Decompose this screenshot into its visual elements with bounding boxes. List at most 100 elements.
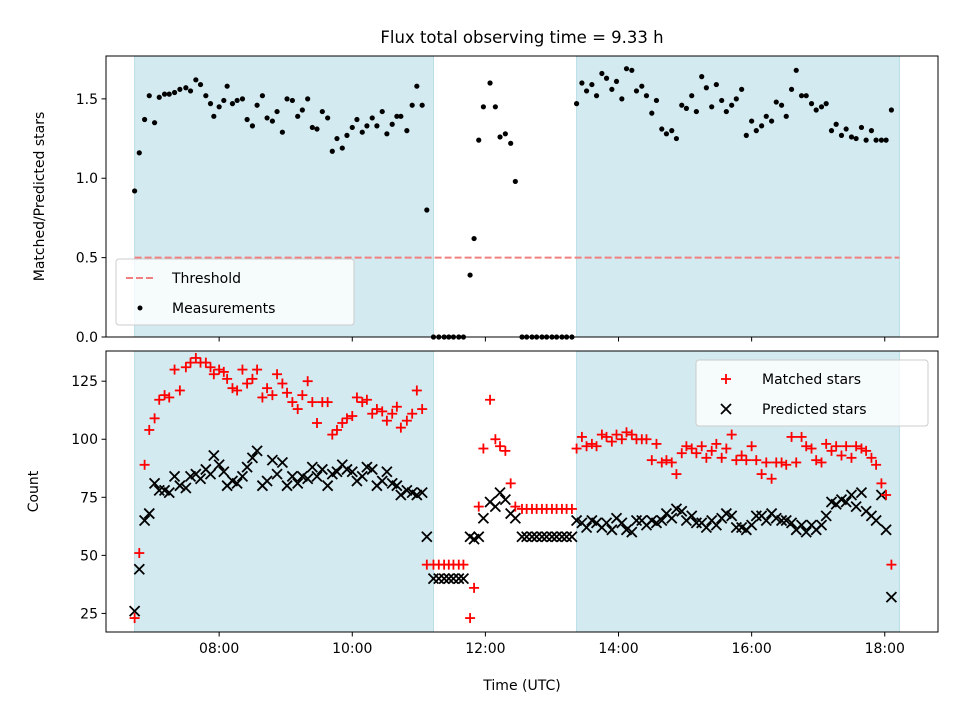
predicted-star-point	[204, 468, 217, 480]
predicted-star-point	[427, 572, 440, 585]
matched-star-point	[641, 434, 652, 445]
predicted-star-point	[241, 461, 253, 473]
measurement-point	[739, 86, 745, 92]
measurement-point	[319, 108, 325, 115]
measurement-point	[471, 235, 477, 242]
matched-star-point	[214, 364, 225, 375]
measurement-point	[171, 89, 178, 96]
bottom-panel: 08:00 10:00 12:00 14:00 16:00 18:00 25 50 75 100…	[26, 350, 939, 694]
measurement-point	[279, 129, 285, 135]
matched-star-point	[666, 457, 677, 468]
matched-star-point	[851, 441, 862, 452]
predicted-star-point	[231, 477, 243, 490]
matched-star-point	[736, 450, 747, 461]
predicted-star-point	[281, 480, 293, 492]
predicted-star-point	[276, 456, 289, 469]
bottom-y-ticks: 25 50 75 100 125	[71, 374, 106, 622]
matched-star-point	[841, 441, 852, 452]
bottom-legend-box	[695, 359, 929, 427]
predicted-star-point	[800, 526, 812, 538]
measurement-point	[394, 113, 400, 119]
matched-star-point	[816, 457, 827, 468]
measurement-point	[234, 97, 240, 104]
measurement-point	[259, 93, 266, 99]
matched-star-point	[821, 438, 832, 449]
measurement-point	[254, 102, 260, 108]
measurement-point	[497, 134, 503, 140]
measurement-point	[729, 102, 735, 108]
predicted-star-point	[546, 531, 558, 543]
measurement-point	[197, 81, 204, 88]
measurement-point	[487, 80, 493, 86]
measurement-point	[673, 135, 680, 142]
predicted-star-point	[616, 517, 628, 529]
matched-star-point	[886, 559, 897, 570]
matched-star-point	[831, 441, 842, 452]
matched-star-point	[801, 441, 812, 452]
measurement-point	[873, 137, 879, 143]
matched-star-point	[716, 452, 727, 463]
measurement-point	[221, 97, 227, 104]
matched-star-point	[277, 378, 288, 389]
measurement-point	[753, 128, 759, 134]
matched-star-point	[721, 443, 732, 454]
measurement-point	[579, 80, 585, 86]
x-tick-label: 16:00	[731, 641, 771, 657]
measurement-point	[211, 113, 217, 119]
measurement-point	[833, 121, 839, 127]
predicted-star-point	[153, 484, 165, 496]
predicted-star-point	[194, 473, 207, 485]
predicted-star-point	[750, 510, 762, 522]
matched-star-point	[164, 392, 175, 403]
measurement-point	[643, 93, 650, 99]
matched-star-point	[796, 431, 807, 442]
predicted-star-point	[246, 452, 259, 464]
measurement-point	[749, 118, 755, 124]
matched-star-point	[866, 452, 877, 463]
predicted-stars-points	[128, 445, 898, 617]
predicted-star-point	[148, 477, 161, 490]
predicted-star-point	[331, 466, 343, 478]
measurement-point	[349, 124, 355, 131]
measurement-point	[161, 91, 168, 97]
predicted-star-point	[656, 514, 668, 527]
measurement-point	[249, 123, 256, 129]
measurement-point	[239, 96, 246, 102]
measurement-point	[364, 123, 370, 129]
predicted-star-point	[536, 531, 548, 543]
measurement-point	[142, 116, 148, 123]
measurement-point	[203, 93, 209, 99]
bottom-x-ticks: 08:00 10:00 12:00 14:00 16:00 18:00	[199, 632, 905, 657]
matched-star-point	[337, 417, 348, 428]
measurement-point	[384, 131, 390, 137]
matched-star-point	[341, 413, 352, 424]
matched-stars-points	[129, 352, 897, 624]
matched-star-point	[205, 362, 216, 373]
matched-star-point	[387, 408, 398, 419]
measurement-point	[723, 108, 729, 115]
measurement-point	[609, 86, 615, 92]
predicted-star-point	[494, 487, 506, 499]
predicted-star-point	[316, 463, 328, 476]
matched-star-point	[232, 385, 243, 396]
measurement-point	[663, 131, 670, 137]
matched-star-point	[200, 357, 211, 368]
legend-matched-swatch	[721, 374, 731, 384]
measurement-point	[863, 137, 869, 143]
measurement-point	[284, 96, 290, 102]
matched-star-point	[185, 357, 196, 368]
matched-star-point	[134, 548, 145, 559]
shaded-interval	[576, 55, 900, 338]
matched-star-point	[371, 404, 382, 415]
predicted-star-point	[421, 531, 433, 543]
matched-star-point	[149, 413, 160, 424]
predicted-star-point	[550, 531, 563, 543]
measurement-point	[151, 120, 158, 126]
predicted-star-point	[531, 531, 543, 543]
predicted-star-point	[676, 505, 688, 517]
measurement-point	[783, 113, 789, 119]
measurement-point	[229, 101, 236, 107]
measurement-point	[639, 83, 645, 89]
measurement-point	[339, 145, 345, 151]
matched-star-point	[701, 452, 712, 463]
